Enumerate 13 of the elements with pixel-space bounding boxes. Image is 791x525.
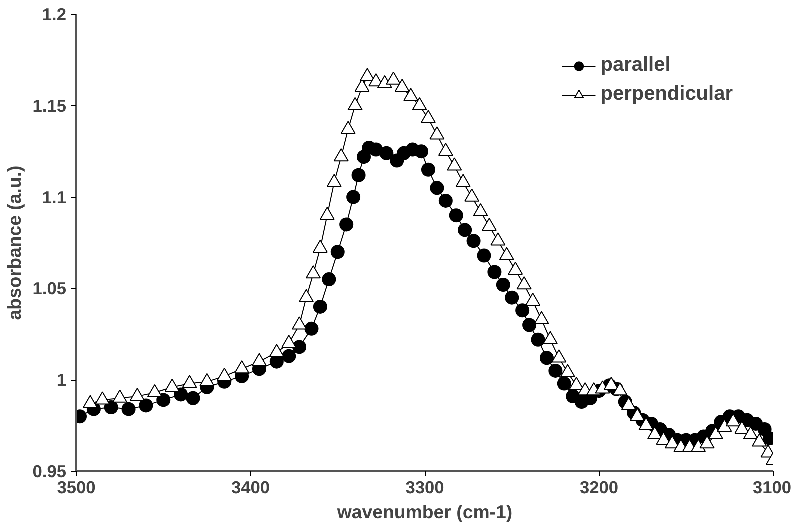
y-tick-label: 1.05 (32, 278, 67, 299)
legend-label: perpendicular (600, 83, 733, 106)
x-tick-label: 3400 (231, 478, 270, 498)
y-tick-label: 1.15 (32, 96, 67, 116)
legend-label: parallel (600, 54, 671, 77)
x-tick-label: 3100 (752, 478, 791, 498)
x-axis-title: wavenumber (cm-1) (336, 502, 513, 522)
y-tick-label: 1.1 (42, 187, 67, 208)
x-tick-label: 3300 (406, 478, 444, 498)
y-tick-label: 1 (56, 370, 67, 390)
y-axis-title: absorbance (a.u.) (4, 166, 25, 320)
y-tick-label: 1.2 (42, 4, 67, 24)
x-tick-label: 3200 (580, 478, 619, 498)
